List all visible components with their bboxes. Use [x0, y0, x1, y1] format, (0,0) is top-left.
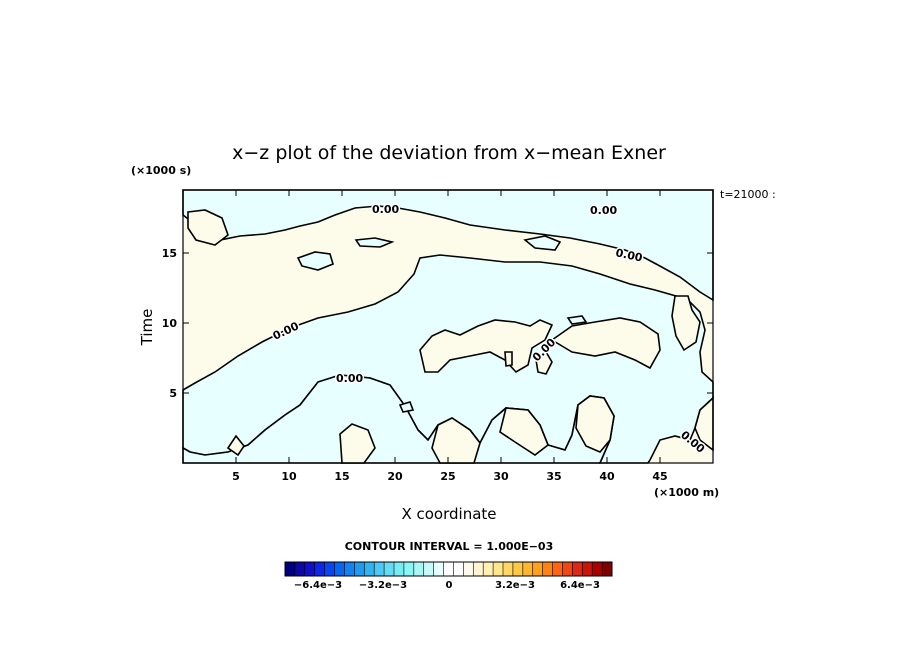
- cream-cell-6: [575, 395, 615, 453]
- colorbar-swatch: [423, 562, 434, 576]
- x-unit-label: (×1000 m): [654, 486, 719, 499]
- colorbar-swatch: [324, 562, 335, 576]
- x-tick-label: 35: [546, 470, 561, 483]
- colorbar-swatch: [592, 562, 603, 576]
- chart-title: x−z plot of the deviation from x−mean Ex…: [232, 142, 666, 164]
- cream-cell-4: [431, 417, 481, 464]
- contour-label: 0.00: [590, 204, 617, 217]
- colorbar-swatch: [384, 562, 395, 576]
- colorbar-swatch: [572, 562, 583, 576]
- colorbar-swatch: [503, 562, 514, 576]
- colorbar-swatch: [602, 562, 613, 576]
- colorbar-swatch: [483, 562, 494, 576]
- y-axis-label: Time: [138, 309, 156, 347]
- colorbar-swatch: [364, 562, 375, 576]
- y-unit-label: (×1000 s): [131, 164, 191, 177]
- plot-area: 0.00 0.000.000.000.000.000.00 5 10 15 20 25 30…: [162, 189, 714, 483]
- small-cyan-cell-3: [354, 237, 395, 248]
- x-tick-label: 5: [232, 470, 240, 483]
- colorbar-swatch: [522, 562, 534, 576]
- cream-cell-12: [504, 351, 513, 367]
- positive-regions: [187, 209, 714, 464]
- colorbar-swatch: [403, 562, 415, 576]
- colorbar-swatch: [433, 562, 444, 576]
- colorbar-label: −6.4e−3: [294, 580, 342, 591]
- colorbar-swatch: [304, 562, 316, 576]
- small-cyan-cell-5: [398, 401, 415, 413]
- contour-label: 0.00: [372, 203, 399, 216]
- colorbar-label: 3.2e−3: [495, 580, 535, 591]
- colorbar-swatch: [354, 562, 365, 576]
- colorbar-swatch: [532, 562, 543, 576]
- colorbar-swatch: [582, 562, 593, 576]
- colorbar-swatch: [334, 562, 345, 576]
- small-cyan-cell-2: [523, 235, 562, 251]
- contour-interval-text: CONTOUR INTERVAL = 1.000E−03: [345, 540, 554, 553]
- cream-cell-1: [187, 209, 229, 246]
- contour-label: 0.00: [336, 372, 363, 385]
- upper-cyan-band: [182, 189, 714, 302]
- colorbar-swatch: [394, 562, 405, 576]
- cream-cell-11: [535, 350, 553, 375]
- y-tick-label: 10: [162, 317, 178, 330]
- small-cyan-cell-1: [296, 251, 334, 271]
- colorbar-swatch: [453, 562, 464, 576]
- x-tick-label: 10: [281, 470, 297, 483]
- colorbar-frame: [284, 561, 613, 577]
- cream-cell-10: [671, 295, 701, 352]
- small-cyan-cell-4: [566, 315, 588, 325]
- y-tick-label: 5: [169, 387, 177, 400]
- colorbar-swatch: [314, 562, 325, 576]
- x-tick-label: 15: [334, 470, 349, 483]
- time-stamp-label: t=21000 :: [720, 188, 776, 201]
- colorbar-swatch: [493, 562, 504, 576]
- colorbar-swatch: [413, 562, 425, 576]
- colorbar-swatch: [463, 562, 474, 576]
- colorbar-swatch: [294, 562, 306, 576]
- cream-cell-5: [499, 407, 549, 456]
- colorbar-swatch: [562, 562, 573, 576]
- colorbar-swatch: [285, 562, 296, 576]
- colorbar-label: 0: [446, 580, 453, 591]
- axis-ticks: 5 10 15 20 25 30 35 40 45 5 10 15: [162, 190, 713, 483]
- colorbar-swatch: [552, 562, 563, 576]
- cream-cell-8: [550, 317, 661, 370]
- colorbar-swatch: [374, 562, 385, 576]
- x-tick-label: 30: [493, 470, 509, 483]
- colorbar-swatch: [344, 562, 355, 576]
- colorbar-swatch: [473, 562, 484, 576]
- cream-cell-2: [226, 434, 245, 457]
- x-axis-label: X coordinate: [401, 505, 496, 523]
- colorbar: −6.4e−3 −3.2e−3 0 3.2e−3 6.4e−3: [284, 561, 613, 591]
- x-tick-label: 45: [652, 470, 667, 483]
- colorbar-swatch: [512, 562, 524, 576]
- colorbar-label: 6.4e−3: [560, 580, 600, 591]
- x-tick-label: 25: [440, 470, 455, 483]
- colorbar-label: −3.2e−3: [359, 580, 407, 591]
- cream-cell-9: [694, 396, 714, 452]
- colorbar-swatch: [542, 562, 553, 576]
- y-tick-label: 15: [162, 247, 177, 260]
- x-tick-label: 20: [387, 470, 403, 483]
- x-tick-label: 40: [599, 470, 615, 483]
- colorbar-swatch: [443, 562, 454, 576]
- cream-cell-7: [419, 319, 554, 374]
